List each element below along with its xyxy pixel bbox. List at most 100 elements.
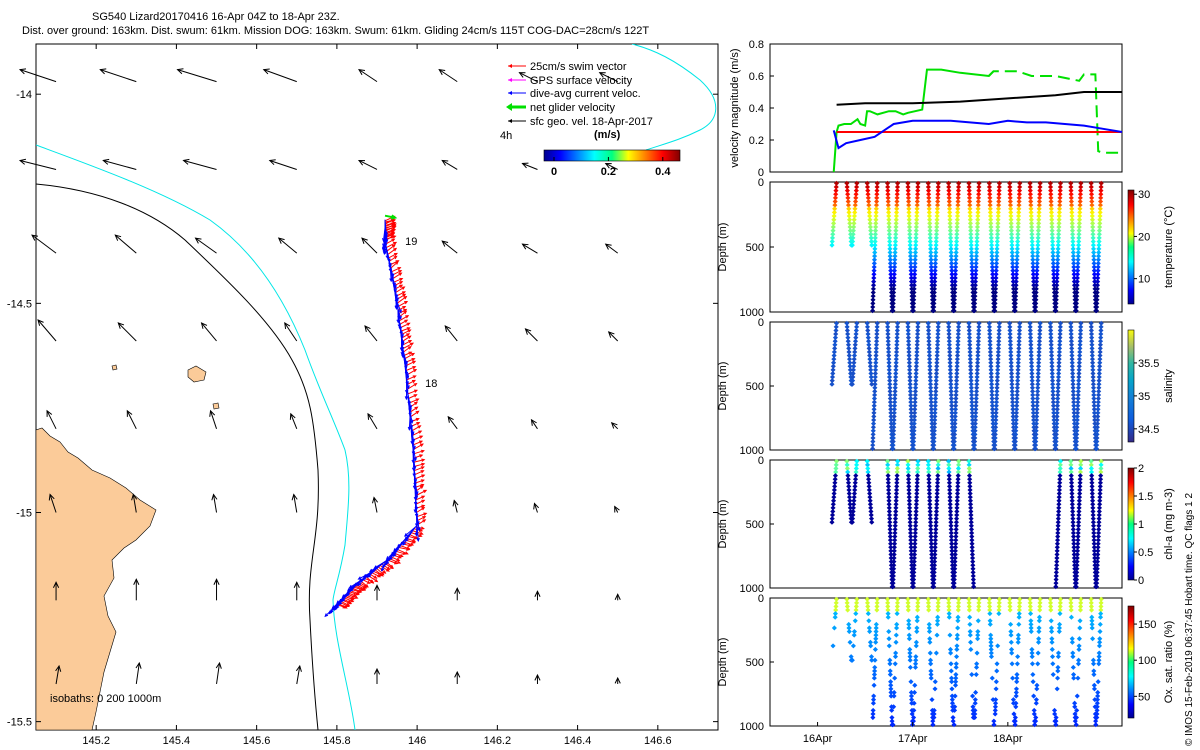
profile-point bbox=[910, 304, 916, 310]
map-xtick-label: 146.4 bbox=[564, 735, 592, 747]
profile-point bbox=[864, 184, 871, 190]
series-net-velocity bbox=[832, 68, 995, 173]
dac-vector-head bbox=[414, 532, 419, 537]
swim-vector bbox=[385, 238, 396, 245]
swim-vector-shaft bbox=[413, 450, 424, 455]
profile-point bbox=[874, 198, 880, 205]
swim-vector bbox=[415, 495, 426, 501]
profile-point bbox=[929, 282, 935, 288]
swim-vector-head bbox=[370, 580, 375, 584]
geo-arrow-head bbox=[37, 319, 44, 326]
reef-islet bbox=[212, 402, 220, 410]
geo-arrow bbox=[114, 234, 137, 254]
geo-arrow-shaft bbox=[293, 494, 298, 513]
profile-point bbox=[868, 235, 874, 241]
swim-vector-head bbox=[392, 235, 397, 239]
swim-vector bbox=[414, 479, 425, 484]
colorbar-tick-label: 0.2 bbox=[601, 166, 616, 178]
swim-vector-head bbox=[402, 306, 407, 310]
geo-arrow-head bbox=[373, 584, 381, 591]
geo-arrow bbox=[373, 584, 381, 601]
geo-arrow-shaft bbox=[114, 234, 137, 254]
profile-point bbox=[853, 191, 859, 197]
geo-arrow bbox=[268, 159, 297, 170]
geo-arrow-head bbox=[135, 661, 142, 669]
swim-vector-shaft bbox=[376, 567, 384, 575]
swim-vector-shaft bbox=[350, 590, 360, 595]
colorbar-tick-label: 35 bbox=[1138, 391, 1150, 403]
swim-vector-head bbox=[408, 340, 413, 344]
profile-point bbox=[886, 231, 892, 237]
profile-point bbox=[850, 231, 856, 237]
colorbar-tick-label: 1.5 bbox=[1138, 491, 1153, 503]
profile-point bbox=[927, 238, 933, 245]
colorbar-label: Ox. sat. ratio (%) bbox=[1163, 621, 1175, 704]
dac-vector-head bbox=[329, 609, 334, 614]
profile-point bbox=[870, 289, 876, 296]
swim-vector-shaft bbox=[384, 221, 396, 226]
profile-point bbox=[891, 279, 897, 285]
profile-point bbox=[891, 271, 897, 277]
profile-point bbox=[908, 275, 914, 281]
geo-arrow bbox=[444, 325, 458, 342]
swim-vector-head bbox=[409, 542, 415, 546]
swim-vector-head bbox=[404, 300, 409, 305]
geo-arrow-head bbox=[126, 409, 133, 417]
swim-vector-head bbox=[423, 489, 428, 494]
geo-arrow-head bbox=[182, 158, 190, 165]
geo-arrow bbox=[211, 493, 218, 513]
geo-arrow-shaft bbox=[438, 69, 458, 83]
geo-arrow-head bbox=[213, 578, 220, 585]
swim-vector-head bbox=[346, 602, 351, 607]
swim-vector-shaft bbox=[414, 474, 425, 480]
swim-vector bbox=[402, 340, 413, 346]
swim-vector-head bbox=[407, 329, 412, 333]
swim-vector-shaft bbox=[398, 309, 407, 315]
profile-point bbox=[873, 220, 879, 226]
geo-arrow-shaft bbox=[441, 160, 458, 170]
dac-vector-head bbox=[333, 606, 338, 611]
profile-point bbox=[829, 235, 836, 241]
swim-vector-head bbox=[404, 319, 409, 323]
geo-arrow-head bbox=[268, 159, 276, 166]
dac-vector-head bbox=[405, 538, 409, 543]
swim-vector-head bbox=[389, 564, 394, 569]
swim-vector-head bbox=[399, 284, 404, 288]
swim-vector bbox=[397, 306, 407, 311]
swim-vector-head bbox=[412, 360, 417, 364]
isobath-1000m bbox=[36, 183, 319, 730]
swim-vector bbox=[398, 308, 408, 315]
swim-vector-head bbox=[412, 538, 417, 543]
depth-ylabel: Depth (m) bbox=[717, 500, 729, 549]
profile-point bbox=[854, 180, 860, 186]
depth-tick-label: 1000 bbox=[740, 721, 764, 733]
swim-vector bbox=[413, 458, 426, 463]
colorbar-label: temperature (°C) bbox=[1163, 206, 1175, 288]
swim-vector-shaft bbox=[388, 255, 397, 262]
swim-vector-head bbox=[421, 495, 426, 499]
swim-vector-head bbox=[414, 535, 419, 539]
swim-vector bbox=[416, 512, 428, 518]
geo-arrow-head bbox=[367, 412, 374, 420]
legend-sfc-geo: sfc geo. vel. 18-Apr-2017 bbox=[508, 116, 653, 128]
swim-vector-head bbox=[423, 512, 428, 516]
swim-vector-head bbox=[393, 247, 398, 252]
swim-vector-shaft bbox=[394, 286, 405, 294]
swim-vector-head bbox=[413, 394, 418, 398]
geo-arrow-head bbox=[176, 68, 184, 75]
geo-arrow bbox=[518, 72, 538, 83]
profile-point bbox=[911, 275, 918, 281]
swim-vector-shaft bbox=[403, 351, 412, 357]
swim-vector-shaft bbox=[403, 352, 415, 360]
sec-chl-colorbar bbox=[1127, 467, 1135, 581]
profile-point bbox=[888, 264, 894, 270]
dac-vector-head bbox=[381, 247, 386, 252]
swim-vector-shaft bbox=[384, 219, 396, 223]
swim-vector-head bbox=[406, 322, 411, 326]
swim-vector-head bbox=[420, 466, 425, 470]
profile-point bbox=[868, 238, 875, 245]
geo-arrow-head bbox=[364, 325, 371, 332]
profile-point bbox=[850, 238, 856, 245]
